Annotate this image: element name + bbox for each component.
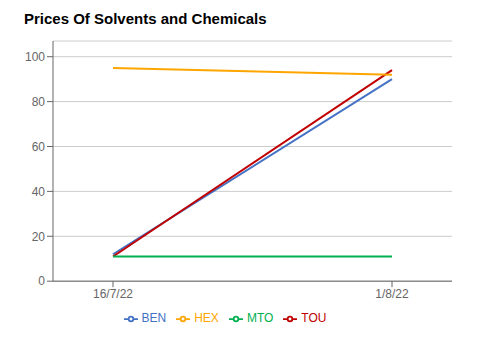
svg-text:0: 0 <box>38 274 45 288</box>
html-text:TOU: TOU <box>301 311 327 326</box>
svg-text:60: 60 <box>32 140 46 154</box>
html-text:HEX: HEX <box>194 311 219 326</box>
svg-text:80: 80 <box>32 95 46 109</box>
svg-text:16/7/22: 16/7/22 <box>93 287 133 301</box>
html-text:BEN: BEN <box>141 311 167 326</box>
html-text:MTO: MTO <box>246 311 274 326</box>
svg-text:20: 20 <box>32 230 46 244</box>
svg-text:40: 40 <box>32 185 46 199</box>
svg-text:1/8/22: 1/8/22 <box>375 287 409 301</box>
svg-text:100: 100 <box>25 50 45 64</box>
html-text:Prices Of Solvents and Chemica: Prices Of Solvents and Chemicals <box>24 10 267 27</box>
